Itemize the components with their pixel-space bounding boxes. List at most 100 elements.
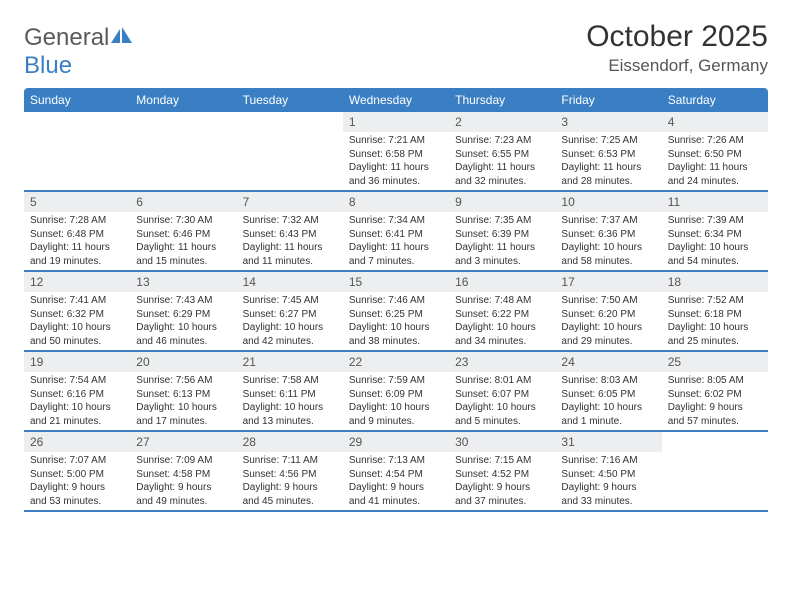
day-number: 2 bbox=[449, 112, 555, 132]
day-content bbox=[237, 132, 343, 190]
day-content-cell: Sunrise: 7:07 AMSunset: 5:00 PMDaylight:… bbox=[24, 452, 130, 511]
day-content: Sunrise: 7:34 AMSunset: 6:41 PMDaylight:… bbox=[343, 212, 449, 270]
day-content-cell: Sunrise: 7:48 AMSunset: 6:22 PMDaylight:… bbox=[449, 292, 555, 351]
day-number: 10 bbox=[555, 192, 661, 212]
day-number bbox=[130, 112, 236, 132]
calendar-page: GeneralBlue October 2025 Eissendorf, Ger… bbox=[0, 0, 792, 532]
day-number-cell: 9 bbox=[449, 191, 555, 212]
day-number: 22 bbox=[343, 352, 449, 372]
day-number bbox=[24, 112, 130, 132]
weekday-header: Saturday bbox=[662, 88, 768, 112]
day-content-cell: Sunrise: 7:46 AMSunset: 6:25 PMDaylight:… bbox=[343, 292, 449, 351]
day-content: Sunrise: 7:52 AMSunset: 6:18 PMDaylight:… bbox=[662, 292, 768, 350]
calendar-header-row: SundayMondayTuesdayWednesdayThursdayFrid… bbox=[24, 88, 768, 112]
day-number: 9 bbox=[449, 192, 555, 212]
day-content-row: Sunrise: 7:41 AMSunset: 6:32 PMDaylight:… bbox=[24, 292, 768, 351]
day-number-cell bbox=[662, 431, 768, 452]
day-number-cell: 20 bbox=[130, 351, 236, 372]
day-content-cell: Sunrise: 7:45 AMSunset: 6:27 PMDaylight:… bbox=[237, 292, 343, 351]
day-number-cell: 19 bbox=[24, 351, 130, 372]
day-content-cell: Sunrise: 7:58 AMSunset: 6:11 PMDaylight:… bbox=[237, 372, 343, 431]
day-number-cell: 21 bbox=[237, 351, 343, 372]
day-content: Sunrise: 7:48 AMSunset: 6:22 PMDaylight:… bbox=[449, 292, 555, 350]
day-content: Sunrise: 7:16 AMSunset: 4:50 PMDaylight:… bbox=[555, 452, 661, 510]
day-number-cell: 29 bbox=[343, 431, 449, 452]
day-content: Sunrise: 8:05 AMSunset: 6:02 PMDaylight:… bbox=[662, 372, 768, 430]
day-content: Sunrise: 7:28 AMSunset: 6:48 PMDaylight:… bbox=[24, 212, 130, 270]
day-content-cell: Sunrise: 7:15 AMSunset: 4:52 PMDaylight:… bbox=[449, 452, 555, 511]
day-number-cell: 13 bbox=[130, 271, 236, 292]
day-content: Sunrise: 7:26 AMSunset: 6:50 PMDaylight:… bbox=[662, 132, 768, 190]
day-number: 13 bbox=[130, 272, 236, 292]
day-content: Sunrise: 7:35 AMSunset: 6:39 PMDaylight:… bbox=[449, 212, 555, 270]
day-number: 24 bbox=[555, 352, 661, 372]
brand-logo: GeneralBlue bbox=[24, 24, 133, 80]
day-content: Sunrise: 7:58 AMSunset: 6:11 PMDaylight:… bbox=[237, 372, 343, 430]
header: GeneralBlue October 2025 Eissendorf, Ger… bbox=[24, 20, 768, 80]
day-content-cell: Sunrise: 7:09 AMSunset: 4:58 PMDaylight:… bbox=[130, 452, 236, 511]
day-number-cell: 1 bbox=[343, 112, 449, 132]
day-content-cell: Sunrise: 7:30 AMSunset: 6:46 PMDaylight:… bbox=[130, 212, 236, 271]
day-content-cell: Sunrise: 7:50 AMSunset: 6:20 PMDaylight:… bbox=[555, 292, 661, 351]
day-number-cell bbox=[130, 112, 236, 132]
day-number-cell: 17 bbox=[555, 271, 661, 292]
sails-icon bbox=[111, 24, 133, 52]
day-content-cell bbox=[662, 452, 768, 511]
day-content: Sunrise: 8:03 AMSunset: 6:05 PMDaylight:… bbox=[555, 372, 661, 430]
day-number: 17 bbox=[555, 272, 661, 292]
day-content-cell: Sunrise: 7:52 AMSunset: 6:18 PMDaylight:… bbox=[662, 292, 768, 351]
day-content-cell bbox=[237, 132, 343, 191]
day-content-cell: Sunrise: 7:41 AMSunset: 6:32 PMDaylight:… bbox=[24, 292, 130, 351]
day-number-cell: 11 bbox=[662, 191, 768, 212]
day-number-cell: 22 bbox=[343, 351, 449, 372]
day-number: 28 bbox=[237, 432, 343, 452]
day-content-cell: Sunrise: 7:32 AMSunset: 6:43 PMDaylight:… bbox=[237, 212, 343, 271]
day-number-cell: 30 bbox=[449, 431, 555, 452]
day-content-cell: Sunrise: 7:16 AMSunset: 4:50 PMDaylight:… bbox=[555, 452, 661, 511]
day-number: 14 bbox=[237, 272, 343, 292]
day-number-row: 262728293031 bbox=[24, 431, 768, 452]
day-number: 31 bbox=[555, 432, 661, 452]
day-number-cell: 26 bbox=[24, 431, 130, 452]
day-number: 8 bbox=[343, 192, 449, 212]
day-number-row: 12131415161718 bbox=[24, 271, 768, 292]
day-number: 23 bbox=[449, 352, 555, 372]
day-content-cell: Sunrise: 7:56 AMSunset: 6:13 PMDaylight:… bbox=[130, 372, 236, 431]
day-content-cell bbox=[24, 132, 130, 191]
day-content-cell: Sunrise: 7:39 AMSunset: 6:34 PMDaylight:… bbox=[662, 212, 768, 271]
day-content-cell: Sunrise: 8:03 AMSunset: 6:05 PMDaylight:… bbox=[555, 372, 661, 431]
brand-part1: General bbox=[24, 24, 109, 51]
day-content-cell: Sunrise: 7:21 AMSunset: 6:58 PMDaylight:… bbox=[343, 132, 449, 191]
day-content: Sunrise: 7:11 AMSunset: 4:56 PMDaylight:… bbox=[237, 452, 343, 510]
day-number-cell: 2 bbox=[449, 112, 555, 132]
day-content-cell: Sunrise: 7:35 AMSunset: 6:39 PMDaylight:… bbox=[449, 212, 555, 271]
weekday-header: Wednesday bbox=[343, 88, 449, 112]
day-content: Sunrise: 8:01 AMSunset: 6:07 PMDaylight:… bbox=[449, 372, 555, 430]
day-content-cell: Sunrise: 7:34 AMSunset: 6:41 PMDaylight:… bbox=[343, 212, 449, 271]
day-content: Sunrise: 7:32 AMSunset: 6:43 PMDaylight:… bbox=[237, 212, 343, 270]
day-content: Sunrise: 7:30 AMSunset: 6:46 PMDaylight:… bbox=[130, 212, 236, 270]
day-number-row: 1234 bbox=[24, 112, 768, 132]
day-number: 29 bbox=[343, 432, 449, 452]
brand-part2: Blue bbox=[24, 52, 72, 79]
day-number: 25 bbox=[662, 352, 768, 372]
brand-text: GeneralBlue bbox=[24, 24, 133, 80]
day-number: 12 bbox=[24, 272, 130, 292]
day-content: Sunrise: 7:46 AMSunset: 6:25 PMDaylight:… bbox=[343, 292, 449, 350]
day-number: 30 bbox=[449, 432, 555, 452]
day-content-cell: Sunrise: 7:54 AMSunset: 6:16 PMDaylight:… bbox=[24, 372, 130, 431]
day-number-cell: 23 bbox=[449, 351, 555, 372]
day-content: Sunrise: 7:15 AMSunset: 4:52 PMDaylight:… bbox=[449, 452, 555, 510]
day-number: 20 bbox=[130, 352, 236, 372]
day-number: 26 bbox=[24, 432, 130, 452]
day-content: Sunrise: 7:25 AMSunset: 6:53 PMDaylight:… bbox=[555, 132, 661, 190]
day-number-cell: 5 bbox=[24, 191, 130, 212]
day-number: 27 bbox=[130, 432, 236, 452]
day-content: Sunrise: 7:37 AMSunset: 6:36 PMDaylight:… bbox=[555, 212, 661, 270]
day-content: Sunrise: 7:59 AMSunset: 6:09 PMDaylight:… bbox=[343, 372, 449, 430]
weekday-header: Tuesday bbox=[237, 88, 343, 112]
day-content: Sunrise: 7:13 AMSunset: 4:54 PMDaylight:… bbox=[343, 452, 449, 510]
day-number-cell bbox=[24, 112, 130, 132]
day-number: 5 bbox=[24, 192, 130, 212]
day-content bbox=[130, 132, 236, 190]
